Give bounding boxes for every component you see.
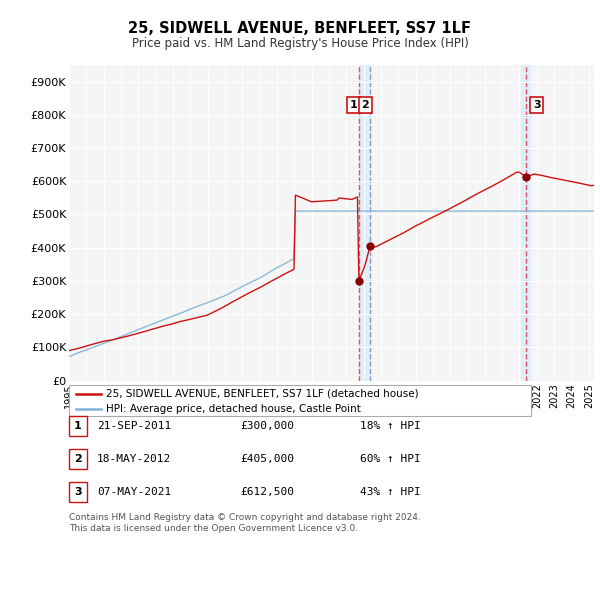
Text: 25, SIDWELL AVENUE, BENFLEET, SS7 1LF: 25, SIDWELL AVENUE, BENFLEET, SS7 1LF — [128, 21, 472, 35]
Text: 1: 1 — [350, 100, 358, 110]
Text: 25, SIDWELL AVENUE, BENFLEET, SS7 1LF (detached house): 25, SIDWELL AVENUE, BENFLEET, SS7 1LF (d… — [106, 389, 419, 399]
Bar — [359, 65, 370, 381]
Bar — [521, 65, 530, 381]
Text: 60% ↑ HPI: 60% ↑ HPI — [360, 454, 421, 464]
FancyBboxPatch shape — [69, 385, 531, 416]
Text: 3: 3 — [533, 100, 541, 110]
Text: 21-SEP-2011: 21-SEP-2011 — [97, 421, 172, 431]
Text: £300,000: £300,000 — [240, 421, 294, 431]
Text: 18-MAY-2012: 18-MAY-2012 — [97, 454, 172, 464]
Text: HPI: Average price, detached house, Castle Point: HPI: Average price, detached house, Cast… — [106, 404, 361, 414]
Text: 07-MAY-2021: 07-MAY-2021 — [97, 487, 172, 497]
Text: 18% ↑ HPI: 18% ↑ HPI — [360, 421, 421, 431]
Text: Contains HM Land Registry data © Crown copyright and database right 2024.
This d: Contains HM Land Registry data © Crown c… — [69, 513, 421, 533]
Text: 43% ↑ HPI: 43% ↑ HPI — [360, 487, 421, 497]
Text: £612,500: £612,500 — [240, 487, 294, 497]
Text: 1: 1 — [74, 421, 82, 431]
Text: £405,000: £405,000 — [240, 454, 294, 464]
Text: Price paid vs. HM Land Registry's House Price Index (HPI): Price paid vs. HM Land Registry's House … — [131, 37, 469, 50]
Text: 2: 2 — [361, 100, 369, 110]
Text: 3: 3 — [74, 487, 82, 497]
Text: 2: 2 — [74, 454, 82, 464]
